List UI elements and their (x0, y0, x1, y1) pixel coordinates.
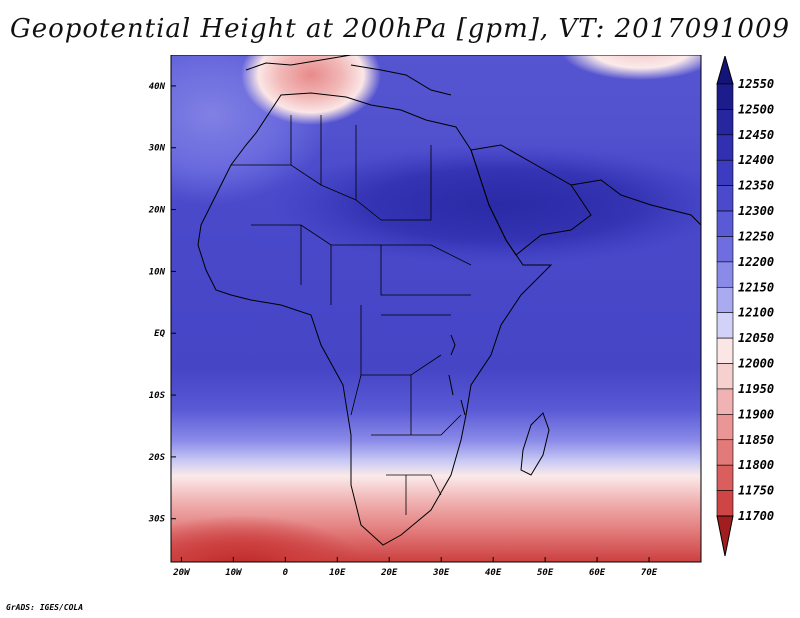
lon-tick-label: 50E (537, 568, 554, 578)
legend-color-box (716, 210, 734, 237)
coastlines (197, 55, 701, 546)
legend-labels: 12550 12500 12450 12400 12350 12300 12250 12200… (738, 77, 774, 523)
height-field (171, 55, 701, 562)
legend-color-box (716, 236, 734, 263)
iberia-europe (245, 55, 452, 96)
plot-border (170, 55, 702, 563)
africa-coastline (197, 92, 553, 546)
legend-color-box (716, 159, 734, 186)
legend-color-box (716, 490, 734, 517)
legend-color-box (716, 134, 734, 161)
legend-color-box (716, 185, 734, 212)
legend-level-label: 12450 (738, 128, 774, 142)
asia-coast (570, 179, 701, 226)
map-frame: 20W 10W 0 10E 20E 30E 40E 50E 60E 70E 40N 30N 20N 10… (148, 55, 702, 578)
southwest-trough (171, 515, 368, 562)
legend-color-box (716, 261, 734, 288)
legend-level-label: 11700 (738, 509, 774, 523)
mediterranean-trough (241, 55, 381, 125)
lat-tick-label: 40N (149, 82, 166, 92)
legend-color-box (716, 414, 734, 441)
legend-top-arrow (716, 56, 734, 85)
legend-color-box (716, 337, 734, 364)
legend-color-box (716, 388, 734, 415)
legend-color-box (716, 464, 734, 491)
lon-tick-label: 40E (485, 568, 502, 578)
legend-color-box (716, 439, 734, 466)
legend-color-box (716, 363, 734, 390)
lat-tick-label: 20N (148, 206, 166, 216)
arabian-peninsula (470, 144, 592, 256)
legend-level-label: 11900 (738, 407, 774, 421)
legend-color-box (716, 286, 734, 314)
northeast-trough (562, 55, 701, 80)
lat-tick-label: 30N (148, 144, 166, 154)
legend-level-label: 12550 (738, 77, 774, 91)
lon-tick-label: 20W (172, 568, 191, 578)
great-lakes (448, 334, 466, 416)
lat-tick-label: 20S (148, 453, 166, 463)
lon-tick-label: 0 (283, 568, 289, 578)
legend-level-label: 11850 (738, 433, 774, 447)
color-legend: 12550 12500 12450 12400 12350 12300 12250 12200… (716, 56, 774, 557)
legend-level-label: 11800 (738, 458, 774, 472)
country-borders (231, 115, 472, 515)
longitude-axis: 20W 10W 0 10E 20E 30E 40E 50E 60E 70E (172, 557, 658, 578)
legend-level-label: 12400 (738, 153, 774, 167)
legend-level-label: 12150 (738, 280, 774, 294)
legend-color-box (716, 83, 734, 110)
lat-tick-label: 10S (149, 391, 166, 401)
legend-level-label: 11750 (738, 484, 774, 498)
madagascar (520, 412, 550, 476)
legend-level-label: 12000 (738, 357, 774, 371)
legend-color-box (716, 109, 734, 136)
legend-level-label: 12300 (738, 204, 774, 218)
legend-level-label: 12250 (738, 229, 774, 243)
legend-level-label: 12100 (738, 306, 774, 320)
lon-tick-label: 30E (432, 568, 450, 578)
lon-tick-label: 10E (329, 568, 346, 578)
legend-level-label: 12500 (738, 102, 774, 116)
legend-color-box (716, 312, 734, 339)
legend-level-label: 12350 (738, 179, 774, 193)
lat-tick-label: 30S (148, 515, 166, 525)
subtropical-high-core (271, 145, 701, 265)
lon-tick-label: 20E (380, 568, 398, 578)
legend-bottom-arrow (716, 515, 734, 557)
legend-level-label: 12200 (738, 255, 774, 269)
lon-tick-label: 60E (589, 568, 606, 578)
footer-credit: GrADS: IGES/COLA (6, 603, 84, 612)
legend-boxes (716, 83, 734, 517)
lon-tick-label: 70E (641, 568, 658, 578)
legend-level-label: 12050 (738, 331, 774, 345)
lon-tick-label: 10W (225, 568, 243, 578)
lat-tick-label: EQ (154, 329, 165, 339)
chart-title: Geopotential Height at 200hPa [gpm], VT:… (9, 14, 791, 44)
lat-tick-label: 10N (149, 267, 166, 277)
legend-level-label: 11950 (738, 382, 774, 396)
latitude-axis: 40N 30N 20N 10N EQ 10S 20S 30S (148, 82, 176, 525)
